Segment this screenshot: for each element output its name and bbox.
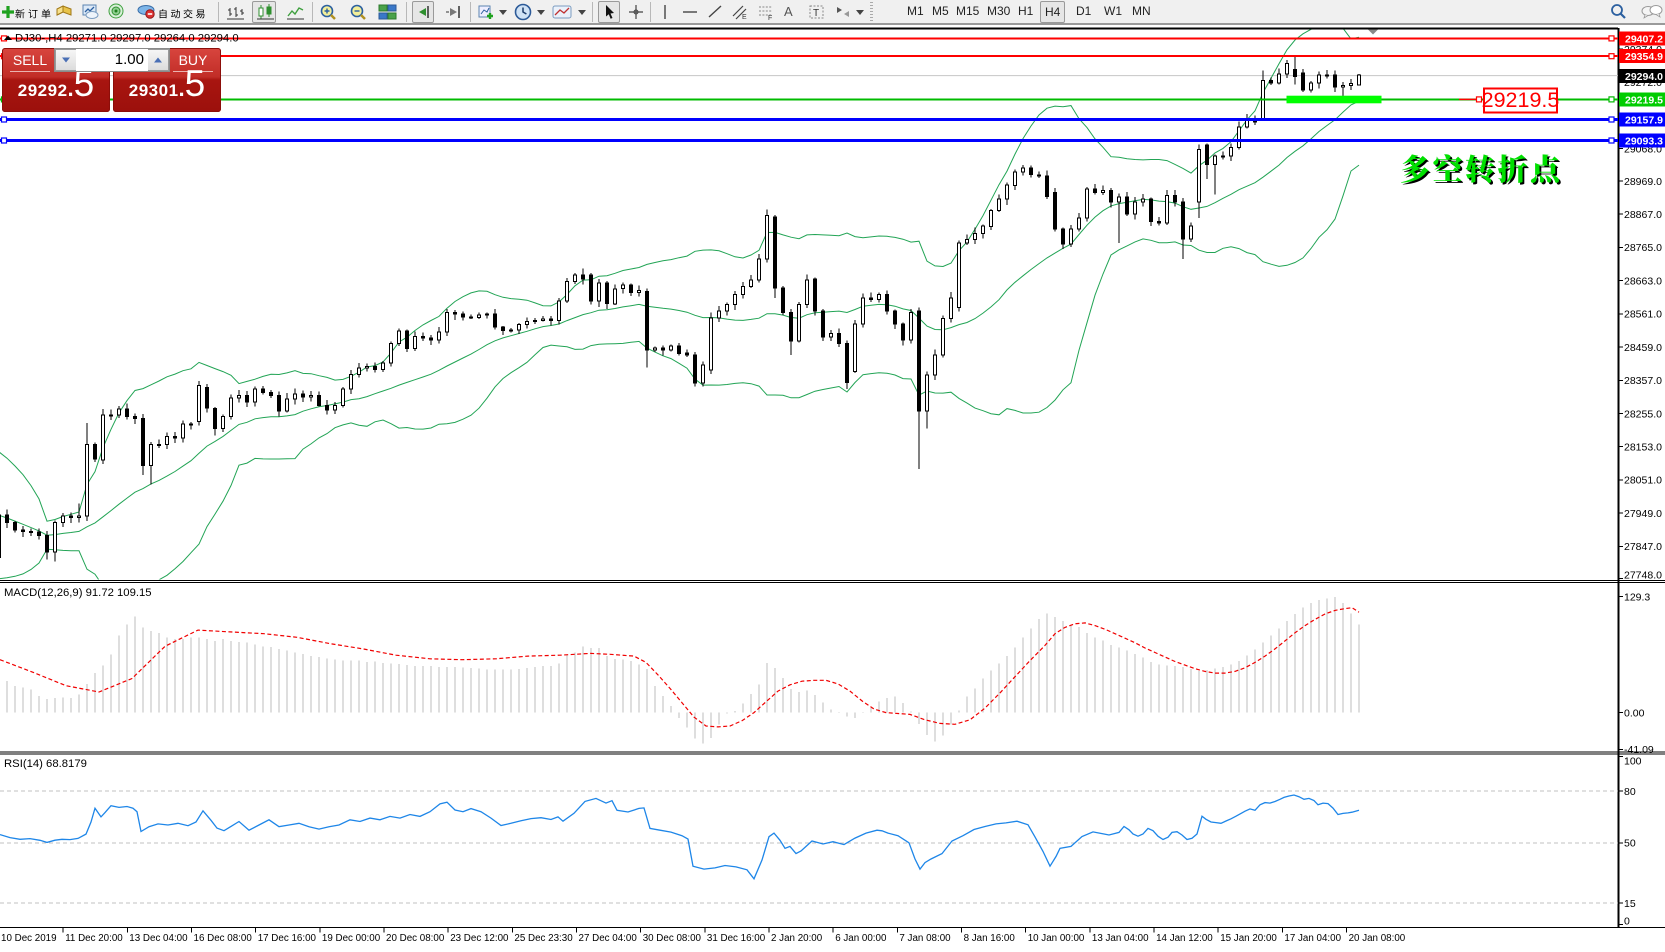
svg-text:8 Jan 16:00: 8 Jan 16:00 xyxy=(964,933,1016,944)
svg-text:15 Jan 20:00: 15 Jan 20:00 xyxy=(1220,933,1277,944)
svg-text:19 Dec 00:00: 19 Dec 00:00 xyxy=(322,933,381,944)
svg-text:16 Dec 08:00: 16 Dec 08:00 xyxy=(194,933,253,944)
svg-text:28663.0: 28663.0 xyxy=(1624,275,1662,287)
svg-text:29219.5: 29219.5 xyxy=(1625,94,1663,106)
svg-text:DJ30-,H4 29271.0 29297.0 2926: DJ30-,H4 29271.0 29297.0 29264.0 29294.0 xyxy=(15,32,239,44)
svg-text:28867.0: 28867.0 xyxy=(1624,209,1662,221)
svg-text:0.00: 0.00 xyxy=(1624,707,1645,719)
svg-text:6 Jan 00:00: 6 Jan 00:00 xyxy=(835,933,887,944)
svg-text:11 Dec 20:00: 11 Dec 20:00 xyxy=(65,933,123,944)
svg-text:E: E xyxy=(742,14,747,21)
svg-text:2 Jan 20:00: 2 Jan 20:00 xyxy=(771,933,823,944)
svg-text:27 Dec 04:00: 27 Dec 04:00 xyxy=(579,933,638,944)
svg-text:129.3: 129.3 xyxy=(1624,592,1650,604)
svg-text:RSI(14) 68.8179: RSI(14) 68.8179 xyxy=(4,758,87,770)
svg-text:29354.9: 29354.9 xyxy=(1625,51,1663,63)
svg-text:31 Dec 16:00: 31 Dec 16:00 xyxy=(707,933,766,944)
svg-text:27949.0: 27949.0 xyxy=(1624,508,1662,520)
svg-text:28459.0: 28459.0 xyxy=(1624,342,1662,354)
svg-text:MACD(12,26,9) 91.72 109.15: MACD(12,26,9) 91.72 109.15 xyxy=(4,587,152,599)
svg-text:28561.0: 28561.0 xyxy=(1624,309,1662,321)
svg-text:20 Jan 08:00: 20 Jan 08:00 xyxy=(1349,933,1406,944)
svg-text:80: 80 xyxy=(1624,786,1636,798)
svg-text:10 Dec 2019: 10 Dec 2019 xyxy=(1,933,57,944)
svg-text:28153.0: 28153.0 xyxy=(1624,442,1662,454)
svg-text:28051.0: 28051.0 xyxy=(1624,475,1662,487)
svg-text:17 Jan 04:00: 17 Jan 04:00 xyxy=(1284,933,1341,944)
svg-text:28357.0: 28357.0 xyxy=(1624,375,1662,387)
svg-text:13 Dec 04:00: 13 Dec 04:00 xyxy=(129,933,188,944)
svg-text:50: 50 xyxy=(1624,838,1636,850)
svg-text:29093.3: 29093.3 xyxy=(1625,136,1663,148)
svg-text:28255.0: 28255.0 xyxy=(1624,408,1662,420)
svg-text:29294.0: 29294.0 xyxy=(1625,71,1663,83)
svg-text:29407.2: 29407.2 xyxy=(1625,33,1663,45)
svg-text:7 Jan 08:00: 7 Jan 08:00 xyxy=(899,933,951,944)
svg-text:29157.9: 29157.9 xyxy=(1625,115,1663,127)
svg-text:0: 0 xyxy=(1624,916,1630,928)
svg-text:27847.0: 27847.0 xyxy=(1624,541,1662,553)
svg-text:10 Jan 00:00: 10 Jan 00:00 xyxy=(1028,933,1085,944)
svg-text:20 Dec 08:00: 20 Dec 08:00 xyxy=(386,933,445,944)
svg-text:100: 100 xyxy=(1624,756,1642,768)
svg-text:27748.0: 27748.0 xyxy=(1624,570,1662,582)
svg-text:15: 15 xyxy=(1624,898,1636,910)
svg-text:T: T xyxy=(813,8,819,19)
svg-text:25 Dec 23:30: 25 Dec 23:30 xyxy=(514,933,573,944)
svg-text:13 Jan 04:00: 13 Jan 04:00 xyxy=(1092,933,1149,944)
svg-text:28969.0: 28969.0 xyxy=(1624,176,1662,188)
svg-text:30 Dec 08:00: 30 Dec 08:00 xyxy=(643,933,702,944)
svg-text:23 Dec 12:00: 23 Dec 12:00 xyxy=(450,933,509,944)
svg-text:28765.0: 28765.0 xyxy=(1624,242,1662,254)
svg-text:17 Dec 16:00: 17 Dec 16:00 xyxy=(258,933,317,944)
svg-text:14 Jan 12:00: 14 Jan 12:00 xyxy=(1156,933,1213,944)
svg-text:29219.5: 29219.5 xyxy=(1482,88,1560,112)
svg-text:F: F xyxy=(768,15,772,21)
svg-text:-41.09: -41.09 xyxy=(1624,744,1654,756)
